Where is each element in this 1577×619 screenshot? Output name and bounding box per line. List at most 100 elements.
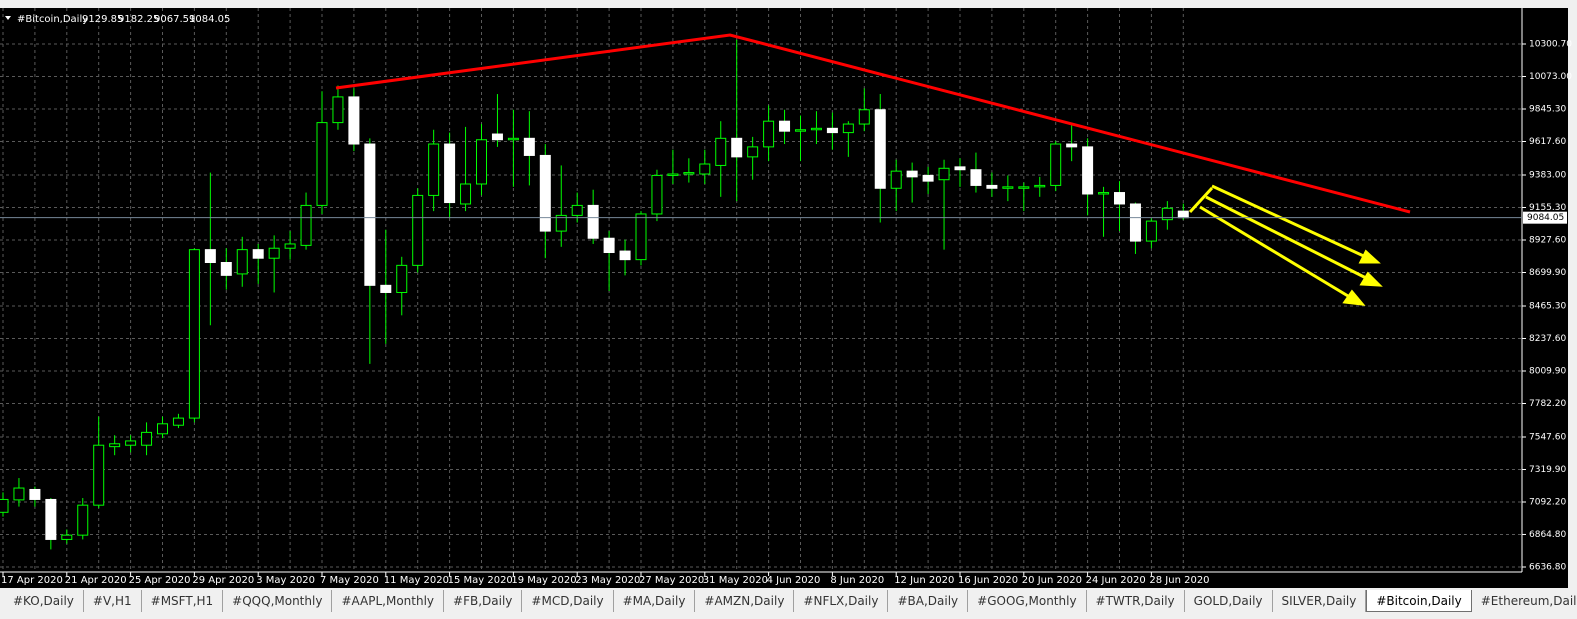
candle-body	[906, 170, 918, 178]
symbol-tab[interactable]: #V,H1	[84, 590, 142, 612]
symbol-tab[interactable]: #Bitcoin,Daily	[1366, 590, 1472, 612]
candle-body	[826, 127, 838, 134]
candle-body	[109, 443, 121, 448]
candle-body	[316, 122, 328, 206]
chart-header: #Bitcoin,Daily 9129.85 9182.25 9067.51 9…	[5, 14, 230, 25]
symbol-tab[interactable]: #BA,Daily	[888, 590, 969, 612]
candle-body	[970, 169, 982, 186]
candle-body	[1145, 220, 1157, 242]
candle-body	[45, 498, 57, 540]
candle-body	[1018, 186, 1030, 189]
symbol-tab[interactable]: #MA,Daily	[614, 590, 696, 612]
candle-body	[555, 214, 567, 232]
symbol-tab[interactable]: #NFLX,Daily	[794, 590, 889, 612]
candle-body	[332, 96, 344, 124]
symbol-tab[interactable]: #AAPL,Monthly	[332, 590, 445, 612]
symbol-tab[interactable]: #MSFT,H1	[142, 590, 224, 612]
x-tick-label: 8 Jun 2020	[830, 575, 884, 586]
candle-body	[635, 213, 647, 261]
symbol-tab[interactable]: #Ethereum,Daily	[1472, 590, 1577, 612]
candle-body	[1129, 203, 1141, 242]
candle-body	[747, 146, 759, 158]
candle-body	[348, 96, 360, 145]
x-tick-label: 12 Jun 2020	[894, 575, 954, 586]
candle-body	[587, 204, 599, 239]
candle-body	[651, 174, 663, 215]
current-price-box	[1523, 211, 1567, 224]
symbol-tab[interactable]: #GOOG,Monthly	[968, 590, 1087, 612]
candle-body	[539, 154, 551, 232]
x-tick-label: 21 Apr 2020	[65, 575, 127, 586]
candle-body	[667, 173, 679, 176]
y-tick-label: 10300.70	[1529, 40, 1572, 50]
candle-body	[699, 163, 711, 175]
y-tick-label: 8927.60	[1529, 236, 1566, 246]
y-tick-label: 8699.90	[1529, 268, 1566, 278]
arrow-line	[1211, 184, 1369, 260]
symbol-tab[interactable]: #TWTR,Daily	[1087, 590, 1185, 612]
symbol-tab[interactable]: #QQQ,Monthly	[223, 590, 333, 612]
candle-body	[204, 249, 216, 264]
candle-body	[29, 488, 41, 500]
x-tick-label: 15 May 2020	[448, 575, 513, 586]
y-tick-label: 9155.30	[1529, 203, 1566, 213]
candle-body	[922, 174, 934, 182]
candle-body	[619, 250, 631, 261]
header-open: 9129.85	[82, 14, 123, 25]
y-tick-label: 7092.20	[1529, 497, 1566, 507]
candle-body	[77, 504, 89, 536]
y-tick-label: 9845.30	[1529, 105, 1566, 115]
candle-body	[157, 423, 168, 435]
x-tick-label: 28 Jun 2020	[1149, 575, 1209, 586]
chart-background	[0, 8, 1568, 588]
candle-body	[1050, 143, 1062, 186]
x-tick-label: 7 May 2020	[320, 575, 379, 586]
current-price-label: 9084.05	[1527, 213, 1564, 223]
candle-body	[954, 166, 966, 171]
candle-body	[683, 172, 695, 175]
candle-body	[507, 137, 519, 141]
candle-body	[810, 127, 822, 131]
candle-body	[795, 129, 806, 132]
symbol-tab[interactable]: #AMZN,Daily	[695, 590, 795, 612]
header-arrow	[5, 16, 11, 20]
symbol-tab[interactable]: SILVER,Daily	[1273, 590, 1367, 612]
candle-body	[61, 534, 73, 540]
x-tick-label: 4 Jun 2020	[767, 575, 821, 586]
symbol-tab[interactable]: GOLD,Daily	[1185, 590, 1273, 612]
candle-body	[1161, 207, 1173, 221]
arrow-head	[1359, 271, 1383, 287]
x-tick-label: 29 Apr 2020	[192, 575, 254, 586]
x-tick-label: 16 Jun 2020	[958, 575, 1018, 586]
candle-body	[1114, 192, 1125, 205]
candle-body	[858, 109, 870, 125]
candle-body	[0, 498, 9, 513]
x-tick-label: 25 Apr 2020	[129, 575, 191, 586]
candle-body	[236, 249, 248, 275]
candle-body	[1098, 192, 1110, 195]
candle-body	[220, 262, 232, 276]
symbol-tab[interactable]: #KO,Daily	[4, 590, 84, 612]
candle-body	[874, 109, 886, 189]
symbol-tab[interactable]: #FB,Daily	[444, 590, 523, 612]
candle-body	[428, 143, 440, 196]
arrow-head	[1358, 249, 1381, 264]
x-tick-label: 31 May 2020	[703, 575, 768, 586]
candle-body	[1177, 210, 1189, 219]
resistance-line	[335, 33, 1411, 214]
x-tick-label: 20 Jun 2020	[1022, 575, 1082, 586]
y-tick-label: 6864.80	[1529, 530, 1566, 540]
candle-body	[523, 137, 535, 156]
chart-title: #Bitcoin,Daily	[17, 14, 88, 25]
x-tick-label: 23 May 2020	[575, 575, 640, 586]
y-tick-label: 7319.90	[1529, 465, 1566, 475]
x-tick-label: 11 May 2020	[384, 575, 449, 586]
candle-body	[731, 137, 743, 158]
candle-body	[364, 143, 376, 286]
y-tick-label: 7547.60	[1529, 432, 1566, 442]
chart: #Bitcoin,Daily 9129.85 9182.25 9067.51 9…	[0, 8, 1573, 588]
candle-body	[890, 170, 902, 189]
symbol-tab[interactable]: #MCD,Daily	[522, 590, 614, 612]
y-tick-label: 8237.60	[1529, 334, 1566, 344]
